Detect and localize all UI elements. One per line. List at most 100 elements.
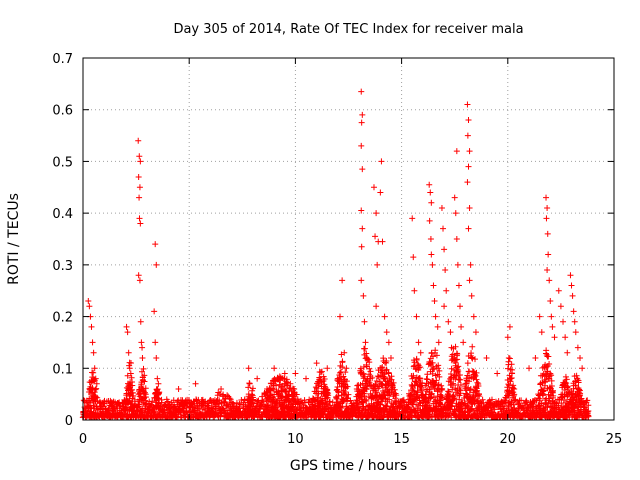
data-point [445, 318, 452, 325]
data-point [549, 323, 556, 330]
data-point [468, 292, 475, 299]
data-point [545, 353, 552, 360]
data-point [358, 119, 365, 126]
data-point [548, 383, 555, 390]
data-point [149, 398, 156, 405]
data-point [449, 386, 456, 393]
data-point [413, 357, 420, 364]
data-point [384, 379, 391, 386]
data-point [359, 399, 366, 406]
data-point [458, 323, 465, 330]
data-point [409, 215, 416, 222]
data-point [417, 364, 424, 371]
data-point [424, 376, 431, 383]
data-point [429, 261, 436, 268]
data-point [344, 383, 351, 390]
data-point [342, 369, 349, 376]
data-point [457, 303, 464, 310]
y-tick-label: 0.2 [52, 311, 73, 326]
data-point [410, 385, 417, 392]
data-point [544, 230, 551, 237]
data-point [155, 390, 162, 397]
data-point [151, 308, 158, 315]
data-point [563, 376, 570, 383]
data-point [135, 173, 142, 180]
data-point [434, 408, 441, 415]
data-point [359, 166, 366, 173]
data-point [321, 375, 328, 382]
data-point [340, 373, 347, 380]
data-point [428, 251, 435, 258]
data-point [249, 394, 256, 401]
x-axis-label: GPS time / hours [290, 458, 407, 474]
data-point [370, 184, 377, 191]
data-point [546, 395, 553, 402]
data-point [467, 261, 474, 268]
y-axis-label: ROTI / TECUs [6, 193, 22, 285]
data-point [532, 354, 539, 361]
data-point [508, 361, 515, 368]
y-tick-label: 0.7 [52, 52, 73, 67]
data-point [577, 354, 584, 361]
data-point [385, 369, 392, 376]
data-point [90, 349, 97, 356]
data-point [447, 329, 454, 336]
data-point [318, 368, 325, 375]
data-point [563, 380, 570, 387]
data-point [545, 251, 552, 258]
data-point [452, 343, 459, 350]
data-point [335, 392, 342, 399]
chart-title: Day 305 of 2014, Rate Of TEC Index for r… [173, 22, 523, 37]
data-point [385, 339, 392, 346]
data-point [390, 379, 397, 386]
data-point [434, 323, 441, 330]
data-point [414, 361, 421, 368]
data-point [93, 385, 100, 392]
data-point [555, 287, 562, 294]
data-point [88, 323, 95, 330]
data-point [575, 379, 582, 386]
data-point [455, 368, 462, 375]
data-point [136, 215, 143, 222]
data-point [185, 396, 192, 403]
y-tick-label: 0.4 [52, 207, 73, 222]
data-point [426, 181, 433, 188]
data-point [381, 371, 388, 378]
data-point [153, 354, 160, 361]
data-point [455, 282, 462, 289]
data-point [220, 391, 227, 398]
data-point [393, 392, 400, 399]
data-point [127, 370, 134, 377]
data-point [538, 329, 545, 336]
data-point [474, 387, 481, 394]
data-point [453, 236, 460, 242]
data-point [570, 308, 577, 315]
data-point [317, 369, 324, 376]
data-point [246, 380, 253, 387]
data-point [551, 334, 558, 341]
data-point [324, 365, 331, 372]
data-point [140, 365, 147, 372]
data-point [536, 313, 543, 320]
data-point [337, 313, 344, 320]
data-point [412, 378, 419, 385]
data-point [562, 334, 569, 341]
data-point [475, 382, 482, 389]
data-point [361, 318, 368, 325]
data-point [473, 376, 480, 383]
data-point [125, 349, 132, 356]
data-point [408, 392, 415, 399]
data-point [413, 401, 420, 408]
data-point [429, 359, 436, 366]
data-point [546, 361, 553, 368]
data-point [92, 386, 99, 393]
data-point [141, 372, 148, 379]
data-point [430, 282, 437, 289]
data-point [426, 217, 433, 224]
data-point [415, 364, 422, 371]
data-point [432, 347, 439, 354]
data-point [585, 402, 592, 409]
data-point [343, 378, 350, 385]
data-point [303, 375, 310, 382]
data-point [142, 385, 149, 392]
